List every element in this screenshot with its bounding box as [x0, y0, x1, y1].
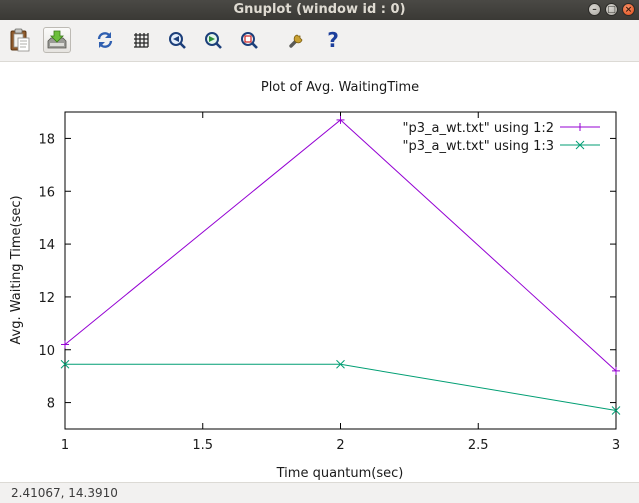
series-line-1: [64, 119, 617, 372]
export-icon: [47, 30, 67, 49]
legend-marker: [575, 140, 585, 150]
x-tick-label: 2: [336, 438, 344, 453]
x-tick-label: 1.5: [192, 438, 213, 453]
series-2-point: [336, 359, 345, 369]
y-tick-label: 14: [38, 238, 55, 253]
series-2-point: [611, 406, 621, 415]
plot-border: [64, 111, 617, 430]
zoom-previous-button[interactable]: [164, 27, 190, 53]
coordinate-readout: 2.41067, 14.3910: [11, 486, 118, 500]
x-tick-label: 1: [61, 438, 69, 453]
legend-label: "p3_a_wt.txt" using 1:2: [403, 121, 555, 136]
legend-marker: [576, 123, 584, 131]
status-bar: 2.41067, 14.3910: [0, 482, 639, 503]
series-1-point: [612, 366, 620, 375]
y-tick-label: 18: [38, 132, 55, 147]
export-button[interactable]: [43, 27, 71, 53]
x-axis-label: Time quantum(sec): [276, 466, 404, 481]
y-axis: 8 10 12 14 16 18: [38, 132, 616, 412]
y-axis-label: Avg. Waiting Time(sec): [9, 195, 24, 344]
series-1-point: [61, 340, 69, 349]
wrench-icon: [289, 34, 303, 48]
window-title: Gnuplot (window id : 0): [233, 2, 406, 17]
series-2-point: [60, 359, 70, 369]
maximize-button[interactable]: □: [605, 3, 618, 16]
toolbar: ?: [0, 20, 639, 62]
help-button[interactable]: ?: [320, 27, 346, 53]
x-tick-label: 2.5: [468, 438, 489, 453]
help-icon: ?: [327, 28, 339, 52]
y-tick-label: 10: [38, 344, 55, 359]
clipboard-icon: [10, 28, 30, 52]
legend: "p3_a_wt.txt" using 1:2 "p3_a_wt.txt" usi…: [403, 121, 600, 154]
grid-icon: [134, 33, 149, 48]
autoscale-button[interactable]: [236, 27, 262, 53]
legend-label: "p3_a_wt.txt" using 1:3: [403, 139, 555, 154]
y-tick-label: 12: [38, 291, 55, 306]
zoom-next-icon: [205, 32, 222, 49]
autoscale-icon: [241, 32, 258, 49]
series-line-2: [65, 363, 617, 412]
close-button[interactable]: ×: [622, 3, 635, 16]
chart-title: Plot of Avg. WaitingTime: [261, 80, 419, 95]
replot-icon: [97, 32, 113, 48]
chart[interactable]: Plot of Avg. WaitingTime 1 1.5 2 2.5 3 8 10 12…: [0, 62, 639, 482]
grid-button[interactable]: [128, 27, 154, 53]
zoom-next-button[interactable]: [200, 27, 226, 53]
series-1-point: [336, 115, 345, 124]
series-layer: [60, 115, 621, 415]
configuration-button[interactable]: [284, 27, 310, 53]
y-tick-label: 16: [38, 185, 55, 200]
y-tick-label: 8: [47, 397, 55, 412]
window-controls: – □ ×: [588, 3, 635, 16]
x-axis: 1 1.5 2 2.5 3: [61, 112, 620, 453]
plot-area[interactable]: Plot of Avg. WaitingTime 1 1.5 2 2.5 3 8 10 12…: [0, 62, 639, 482]
x-tick-label: 3: [612, 438, 620, 453]
zoom-previous-icon: [169, 32, 186, 49]
title-bar: Gnuplot (window id : 0) – □ ×: [0, 0, 639, 20]
copy-clipboard-button[interactable]: [7, 27, 33, 53]
replot-button[interactable]: [92, 27, 118, 53]
minimize-button[interactable]: –: [588, 3, 601, 16]
